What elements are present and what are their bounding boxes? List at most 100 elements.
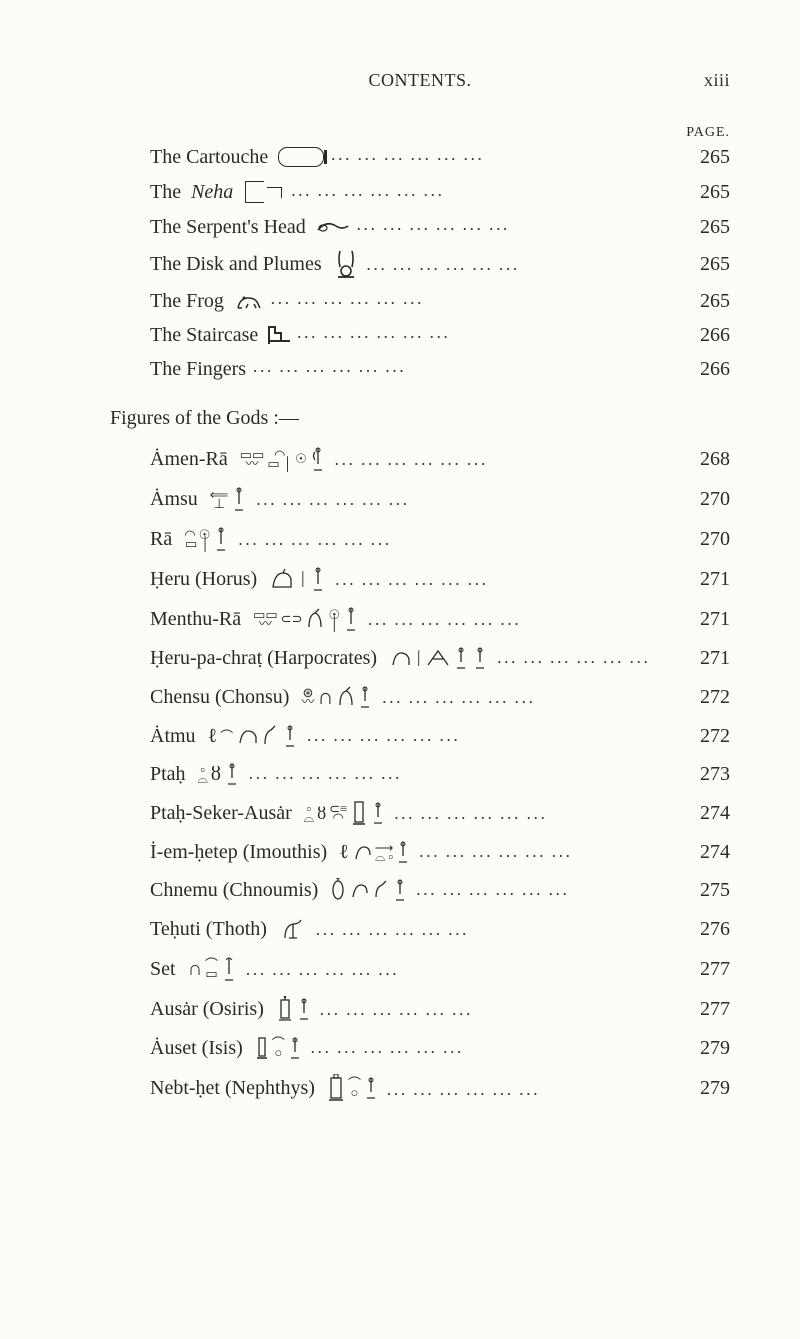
entry-text: Menthu-Rā bbox=[150, 607, 241, 631]
toc-entry: Menthu-Rā ▭▭〰 ⊂⊃ ☉│ 271 bbox=[110, 604, 730, 634]
hieroglyph-group: ▫⌓ ȣ bbox=[196, 760, 242, 788]
entry-text: Ḥeru (Horus) bbox=[150, 567, 257, 591]
hieroglyph-group: ℓ ⌒ bbox=[206, 722, 301, 750]
frog-icon bbox=[234, 290, 264, 312]
entry-text: Nebt-ḥet (Nephthys) bbox=[150, 1076, 315, 1100]
entry-text: Ptaḥ-Seker-Ausȧr bbox=[150, 801, 292, 825]
entry-text: Chensu (Chonsu) bbox=[150, 685, 289, 709]
entry-text: Ȧtmu bbox=[150, 724, 196, 748]
leader-dots bbox=[496, 652, 674, 672]
entry-text: Ptaḥ bbox=[150, 762, 186, 786]
entry-page: 265 bbox=[680, 289, 730, 313]
toc-entry: Chensu (Chonsu) ⊛〰 ∩ 272 bbox=[110, 682, 730, 712]
entry-page: 265 bbox=[680, 252, 730, 276]
leader-dots bbox=[367, 614, 674, 634]
entry-text: Ausȧr (Osiris) bbox=[150, 997, 264, 1021]
entry-page: 270 bbox=[680, 527, 730, 551]
entry-page: 277 bbox=[680, 957, 730, 981]
entry-text: Teḥuti (Thoth) bbox=[150, 917, 267, 941]
leader-dots bbox=[393, 808, 674, 828]
toc-entry: Ȧtmu ℓ ⌒ 272 bbox=[110, 722, 730, 750]
toc-entry: Ausȧr (Osiris) 277 bbox=[110, 994, 730, 1024]
entry-page: 276 bbox=[680, 917, 730, 941]
entry-text: Ȧmen-Rā bbox=[150, 447, 228, 471]
toc-entry: Ḥeru (Horus) │ 271 bbox=[110, 564, 730, 594]
toc-entry: Rā ◠ ☉▭ │ 270 bbox=[110, 524, 730, 554]
leader-dots bbox=[319, 1004, 674, 1024]
entry-page: 268 bbox=[680, 447, 730, 471]
leader-dots bbox=[366, 259, 674, 279]
entry-text: The Fingers bbox=[150, 357, 246, 381]
entry-page: 274 bbox=[680, 801, 730, 825]
entry-page: 279 bbox=[680, 1076, 730, 1100]
entry-page: 279 bbox=[680, 1036, 730, 1060]
entry-page: 266 bbox=[680, 323, 730, 347]
leader-dots bbox=[237, 534, 674, 554]
serpent-head-icon bbox=[316, 218, 350, 236]
entry-page: 271 bbox=[680, 646, 730, 670]
entry-page: 265 bbox=[680, 180, 730, 204]
entry-text: The Staircase bbox=[150, 323, 258, 347]
leader-dots bbox=[255, 494, 674, 514]
entry-text: Ȧmsu bbox=[150, 487, 198, 511]
toc-entry: The Fingers 266 bbox=[110, 357, 730, 381]
leader-dots bbox=[386, 1084, 674, 1104]
entry-text: Set bbox=[150, 957, 176, 981]
leader-dots bbox=[418, 846, 674, 866]
leader-dots bbox=[415, 884, 674, 904]
hieroglyph-group: ▭▭〰 ◠▭ │ ☉ bbox=[238, 444, 328, 474]
entry-page: 272 bbox=[680, 685, 730, 709]
page-column-label: PAGE. bbox=[110, 125, 730, 141]
staircase-icon bbox=[268, 326, 290, 344]
entry-text: The Disk and Plumes bbox=[150, 252, 322, 276]
entry-text: The Serpent's Head bbox=[150, 215, 306, 239]
toc-entry: Ptaḥ-Seker-Ausȧr ▫⌓ ȣ ⊂≡◠ 274 bbox=[110, 798, 730, 828]
page-roman: xiii bbox=[670, 70, 730, 91]
entry-text: Rā bbox=[150, 527, 172, 551]
entry-page: 272 bbox=[680, 724, 730, 748]
entry-page: 274 bbox=[680, 840, 730, 864]
neha-glyph bbox=[243, 179, 284, 205]
cartouche-icon bbox=[278, 147, 324, 167]
page: CONTENTS. xiii PAGE. The Cartouche 265 T… bbox=[0, 0, 800, 1339]
leader-dots bbox=[334, 454, 674, 474]
hieroglyph-group: │ bbox=[267, 564, 328, 594]
entry-text: İ-em-ḥetep (Imouthis) bbox=[150, 840, 327, 864]
hieroglyph-group: ◠ ☉▭ │ bbox=[182, 524, 231, 554]
hieroglyph-group: ⟸⊥ bbox=[208, 484, 250, 514]
leader-dots bbox=[245, 964, 674, 984]
toc-entry: Ptaḥ ▫⌓ ȣ 273 bbox=[110, 760, 730, 788]
leader-dots bbox=[252, 361, 674, 381]
ibis-icon bbox=[279, 916, 307, 942]
header-center: CONTENTS. bbox=[170, 70, 670, 91]
leader-dots bbox=[334, 574, 674, 594]
leader-dots bbox=[330, 149, 674, 169]
toc-entry: Ȧuset (Isis) ⌒○ 279 bbox=[110, 1034, 730, 1062]
toc-entry: Ȧmen-Rā ▭▭〰 ◠▭ │ ☉ 268 bbox=[110, 444, 730, 474]
hieroglyph-group: ⊛〰 ∩ bbox=[299, 682, 375, 712]
entry-page: 271 bbox=[680, 567, 730, 591]
toc-entry: The Neha 265 bbox=[110, 179, 730, 205]
falcon-icon bbox=[269, 567, 295, 591]
hieroglyph-group: ℓ ⟶⌓ ▫ bbox=[337, 838, 412, 866]
toc-entry: Nebt-ḥet (Nephthys) ⌒○ 279 bbox=[110, 1072, 730, 1104]
hieroglyph-group: ▫⌓ ȣ ⊂≡◠ bbox=[302, 798, 388, 828]
leader-dots bbox=[315, 924, 674, 944]
entry-page: 271 bbox=[680, 607, 730, 631]
toc-entry: Chnemu (Chnoumis) 275 bbox=[110, 876, 730, 904]
hieroglyph-group: ⌒○ bbox=[253, 1034, 304, 1062]
entry-text: The bbox=[150, 180, 181, 204]
hieroglyph-group bbox=[274, 994, 313, 1024]
running-head: CONTENTS. xiii bbox=[110, 70, 730, 91]
leader-dots bbox=[248, 768, 674, 788]
toc-entry: The Staircase 266 bbox=[110, 323, 730, 347]
leader-dots bbox=[310, 1042, 674, 1062]
entry-italic: Neha bbox=[191, 180, 233, 204]
toc-entry: Teḥuti (Thoth) 276 bbox=[110, 914, 730, 944]
entry-text: The Cartouche bbox=[150, 145, 268, 169]
hieroglyph-group: ⌒○ bbox=[325, 1072, 380, 1104]
leader-dots bbox=[356, 219, 674, 239]
entry-page: 275 bbox=[680, 878, 730, 902]
leader-dots bbox=[270, 293, 674, 313]
entry-page: 265 bbox=[680, 145, 730, 169]
